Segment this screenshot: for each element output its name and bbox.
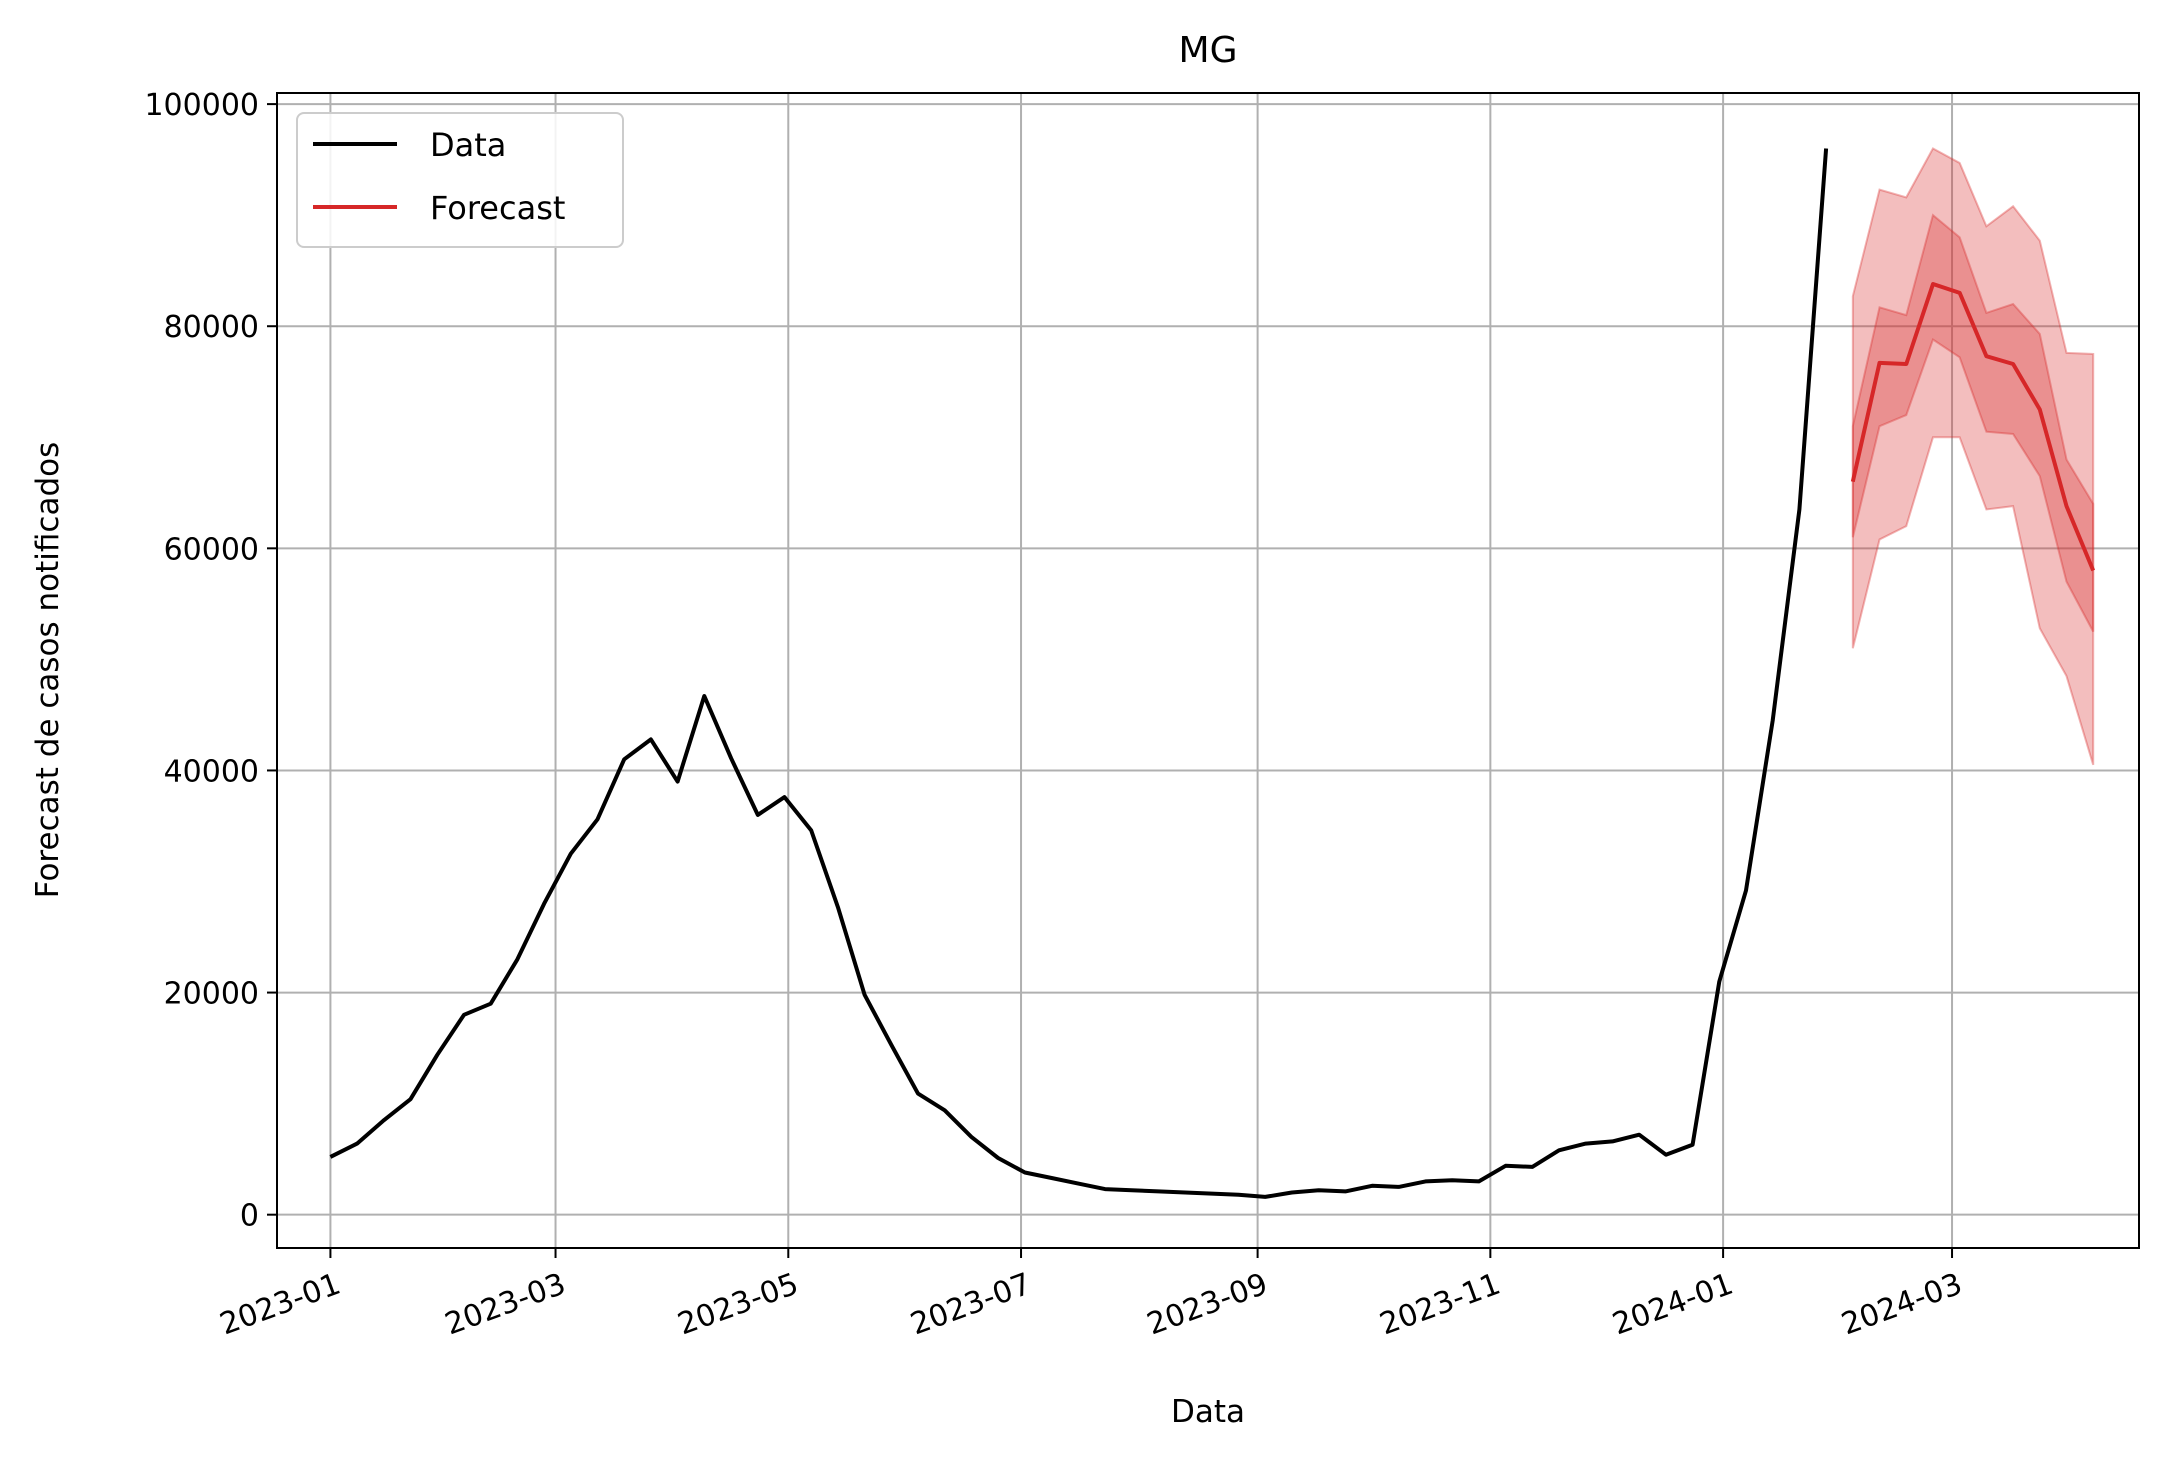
forecast-interval-50 bbox=[1851, 213, 2095, 633]
legend-label-data: Data bbox=[430, 126, 506, 164]
x-axis-label: Data bbox=[1171, 1394, 1245, 1430]
y-axis-label: Forecast de casos notificados bbox=[30, 442, 66, 899]
data-series-line bbox=[329, 148, 1829, 1199]
gridlines bbox=[277, 93, 2139, 1248]
y-tick-label: 60000 bbox=[164, 532, 259, 567]
y-tick-label: 100000 bbox=[144, 88, 259, 123]
legend-box bbox=[296, 112, 624, 248]
y-tick-label: 0 bbox=[240, 1199, 259, 1234]
forecast-series-line bbox=[1850, 282, 2096, 572]
forecast-interval-90 bbox=[1851, 147, 2095, 766]
plot-area-frame bbox=[276, 92, 2140, 1249]
series-lines bbox=[329, 148, 2096, 1199]
legend: Data Forecast bbox=[296, 112, 624, 248]
forecast-band-90 bbox=[1851, 147, 2095, 766]
y-tick-label: 40000 bbox=[164, 754, 259, 789]
chart-title: MG bbox=[1179, 30, 1238, 71]
y-tick-label: 20000 bbox=[164, 977, 259, 1012]
forecast-band-50 bbox=[1851, 213, 2095, 633]
y-tick-label: 80000 bbox=[164, 310, 259, 345]
legend-label-forecast: Forecast bbox=[430, 189, 565, 227]
